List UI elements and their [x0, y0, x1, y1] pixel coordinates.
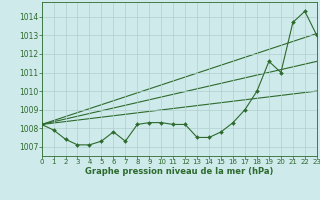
X-axis label: Graphe pression niveau de la mer (hPa): Graphe pression niveau de la mer (hPa): [85, 167, 273, 176]
